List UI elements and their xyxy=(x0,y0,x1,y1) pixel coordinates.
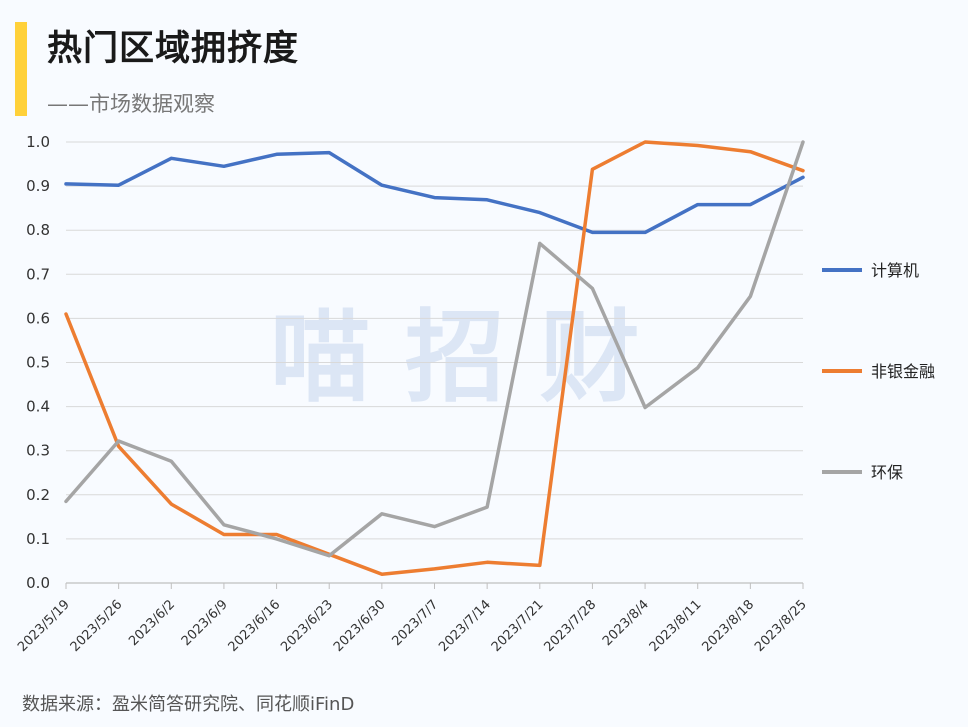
page-title: 热门区域拥挤度 xyxy=(47,29,300,69)
x-tick-label: 2023/8/18 xyxy=(699,597,757,655)
chart-grid xyxy=(66,141,803,584)
legend-label: 非银金融 xyxy=(871,362,935,381)
x-tick-label: 2023/6/16 xyxy=(226,597,284,655)
x-tick-label: 2023/7/28 xyxy=(542,597,600,655)
title-accent-bar xyxy=(15,22,27,116)
chart-series xyxy=(64,140,805,576)
x-tick-label: 2023/8/11 xyxy=(647,597,705,655)
x-tick-label: 2023/5/26 xyxy=(68,597,126,655)
x-tick-label: 2023/5/19 xyxy=(15,597,73,655)
y-tick-label: 0.1 xyxy=(26,530,50,548)
series-line-2 xyxy=(64,140,805,558)
y-tick-label: 0.4 xyxy=(26,398,50,416)
x-tick-label: 2023/8/25 xyxy=(752,597,810,655)
x-tick-label: 2023/7/7 xyxy=(389,597,441,649)
y-tick-label: 1.0 xyxy=(26,133,50,151)
x-tick-label: 2023/6/2 xyxy=(126,597,178,649)
legend-label: 环保 xyxy=(871,463,903,482)
y-axis-ticks: 0.0 0.1 0.2 0.3 0.4 0.5 0.6 0.7 0.8 0.9 1.0 xyxy=(26,133,50,592)
x-tick-label: 2023/7/21 xyxy=(489,597,547,655)
x-tick-label: 2023/6/30 xyxy=(331,597,389,655)
data-source-note: 数据来源：盈米简答研究院、同花顺iFinD xyxy=(22,694,355,715)
series-line-0 xyxy=(64,150,805,235)
y-tick-label: 0.0 xyxy=(26,574,50,592)
y-tick-label: 0.8 xyxy=(26,221,50,239)
page-subtitle: ——市场数据观察 xyxy=(47,92,215,116)
x-tick-label: 2023/7/14 xyxy=(436,597,494,655)
y-tick-label: 0.6 xyxy=(26,309,50,327)
legend-label: 计算机 xyxy=(871,261,919,280)
y-tick-label: 0.3 xyxy=(26,442,50,460)
series-line-1 xyxy=(64,140,805,576)
y-tick-label: 0.5 xyxy=(26,354,50,372)
x-tick-label: 2023/6/9 xyxy=(179,597,231,649)
watermark: 喵 招 财 xyxy=(270,299,640,416)
x-tick-label: 2023/6/23 xyxy=(278,597,336,655)
y-tick-label: 0.2 xyxy=(26,486,50,504)
y-tick-label: 0.9 xyxy=(26,177,50,195)
x-tick-label: 2023/8/4 xyxy=(600,597,652,649)
y-tick-label: 0.7 xyxy=(26,265,50,283)
